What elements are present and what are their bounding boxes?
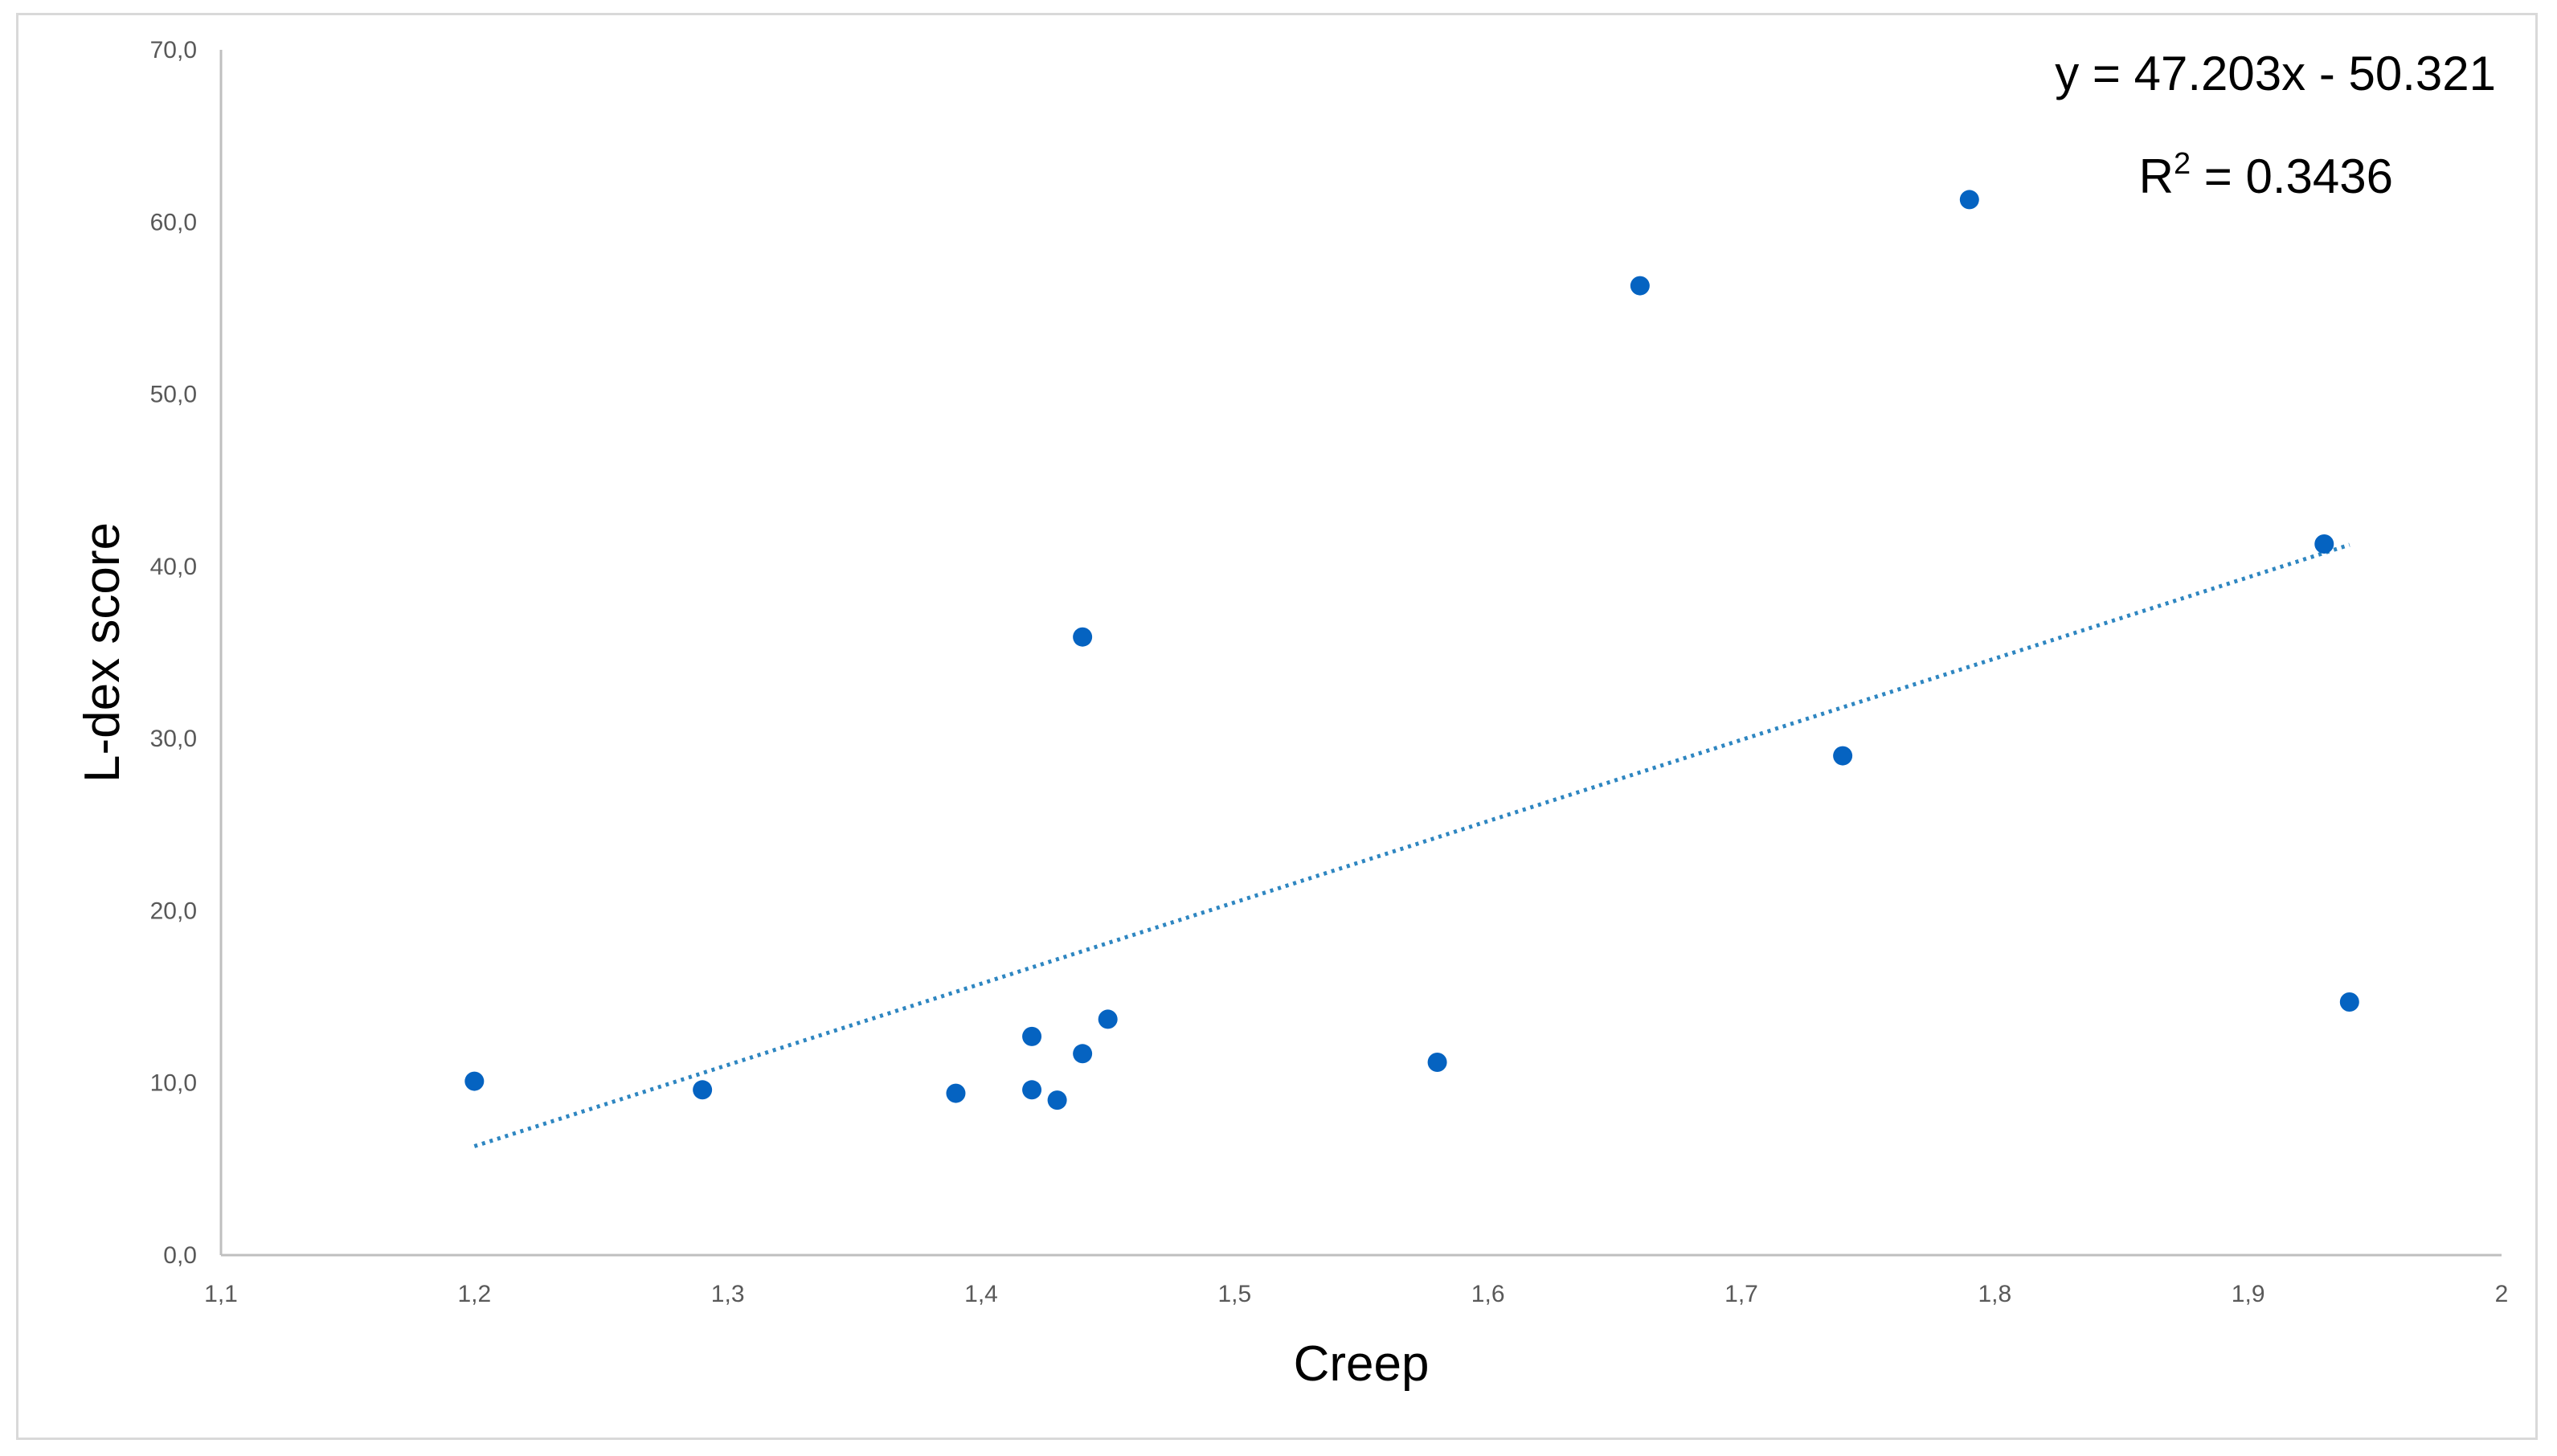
data-point [1073, 1044, 1093, 1064]
trendline-equation: y = 47.203x - 50.321 [2055, 47, 2496, 100]
y-tick-label: 20,0 [150, 898, 197, 924]
data-point [946, 1083, 966, 1103]
x-tick-label: 1,2 [457, 1281, 491, 1307]
trendline [473, 542, 2350, 1148]
data-point [2339, 992, 2359, 1012]
r2-exponent: 2 [2174, 147, 2191, 181]
x-tick-labels: 1,1 1,2 1,3 1,4 1,5 1,6 1,7 1,8 1,9 2 [204, 1281, 2508, 1307]
y-tick-label: 10,0 [150, 1070, 197, 1097]
x-axis-title: Creep [1294, 1336, 1430, 1392]
y-tick-label: 60,0 [150, 209, 197, 235]
x-tick-label: 1,9 [2232, 1281, 2265, 1307]
data-point [1022, 1026, 1042, 1046]
r-squared-label: R2 = 0.3436 [2139, 147, 2393, 203]
y-tick-label: 30,0 [150, 726, 197, 752]
x-tick-label: 1,1 [204, 1281, 238, 1307]
x-tick-label: 1,8 [1978, 1281, 2011, 1307]
data-point [1959, 190, 1979, 210]
y-tick-labels: 0,0 10,0 20,0 30,0 40,0 50,0 60,0 70,0 [150, 37, 197, 1269]
y-tick-label: 70,0 [150, 37, 197, 63]
data-point [1047, 1090, 1067, 1110]
axes [219, 50, 2502, 1257]
y-tick-label: 0,0 [163, 1242, 197, 1269]
x-tick-label: 1,7 [1724, 1281, 1758, 1307]
y-tick-label: 40,0 [150, 554, 197, 580]
data-point [1833, 746, 1853, 766]
r2-value: = 0.3436 [2191, 149, 2393, 203]
data-point [464, 1071, 485, 1091]
chart-frame [16, 13, 2538, 1440]
y-axis-title: L-dex score [75, 522, 130, 783]
data-point [1630, 276, 1650, 296]
data-point [1073, 627, 1093, 647]
x-tick-label: 1,5 [1217, 1281, 1251, 1307]
x-tick-label: 1,6 [1471, 1281, 1505, 1307]
data-point [1427, 1053, 1447, 1072]
r2-prefix: R [2139, 149, 2174, 203]
data-point [2314, 534, 2334, 554]
x-tick-label: 2 [2495, 1281, 2509, 1307]
x-tick-label: 1,4 [964, 1281, 998, 1307]
data-points [464, 190, 2359, 1110]
y-tick-label: 50,0 [150, 382, 197, 408]
data-point [1098, 1009, 1118, 1029]
data-point [693, 1080, 713, 1100]
data-point [1022, 1080, 1042, 1100]
x-tick-label: 1,3 [711, 1281, 745, 1307]
